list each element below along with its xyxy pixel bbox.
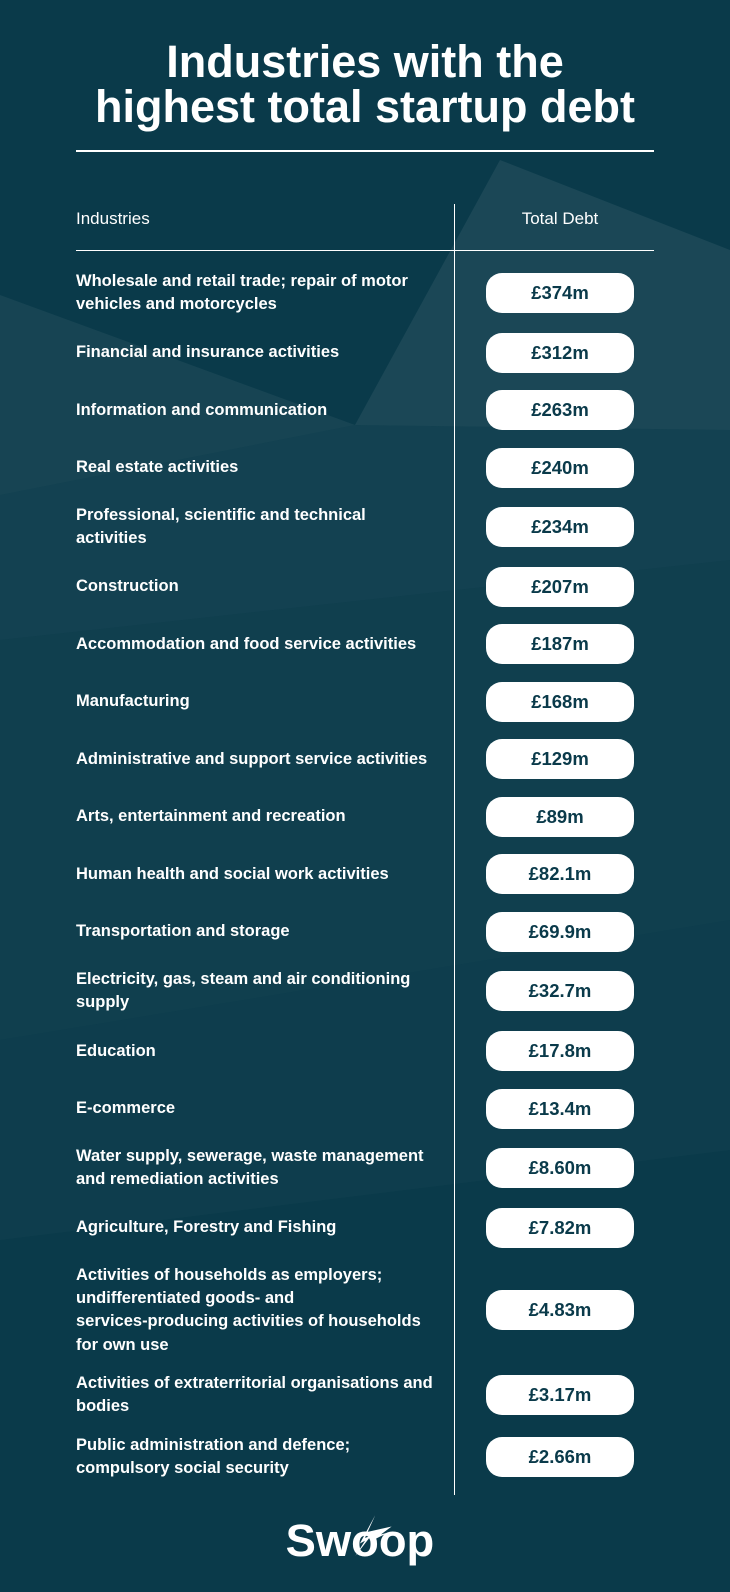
svg-text:Swoop: Swoop [286, 1515, 435, 1566]
